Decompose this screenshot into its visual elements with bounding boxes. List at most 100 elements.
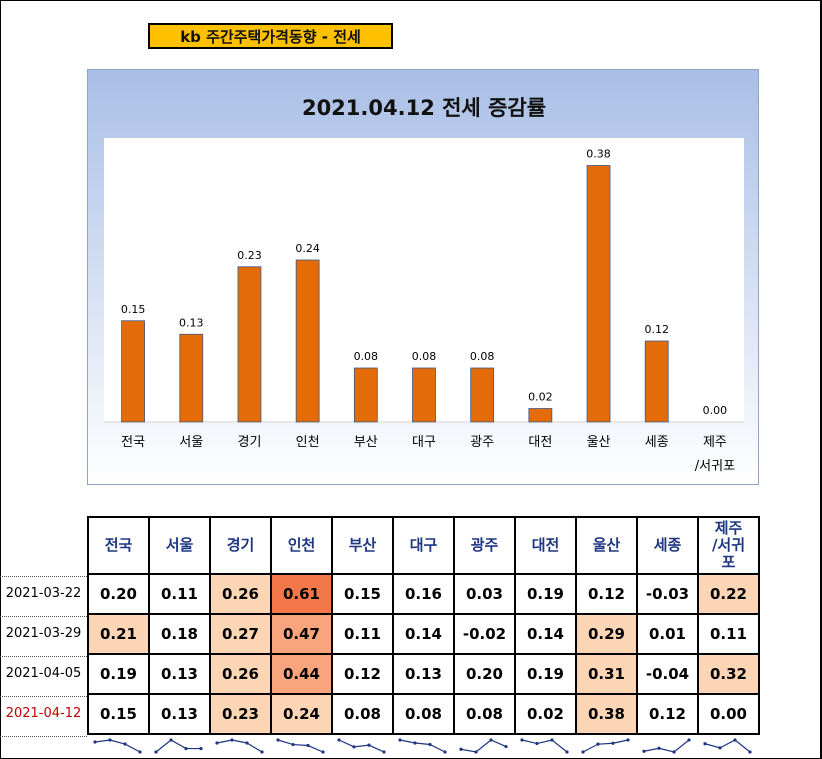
category-label-5: 대구 [412,435,436,450]
sparkline-point [657,746,661,750]
category-label-10: 제주 [703,435,727,450]
sparkline-point [703,742,707,746]
data-label-4: 0.08 [354,350,379,363]
table-cell: 0.16 [392,573,455,615]
table-cell: 0.19 [514,653,577,695]
sparkline-point [215,741,219,745]
sparkline-point [123,742,127,746]
category-label-3: 인천 [296,435,320,450]
bar-4 [353,367,378,423]
column-header-0: 전국 [87,516,150,575]
table-row: 0.21 0.18 0.27 0.47 0.11 0.14 -0.02 0.14 0.29 0.0… [87,613,760,655]
data-label-1: 0.13 [179,316,204,329]
category-label-8: 울산 [587,435,611,450]
table-cell: 0.08 [331,693,394,735]
bar-2 [237,266,262,423]
column-header-text: /서귀 [711,536,746,554]
sparkline-point [748,750,752,754]
table-cell: 0.27 [209,613,272,655]
column-header-text: 울산 [592,536,621,554]
report-title-badge: kb 주간주택가격동향 - 전세 [148,23,393,49]
table-cell: 0.26 [209,573,272,615]
table-cell: 0.29 [575,613,638,655]
table-cell: 0.32 [697,653,760,695]
sparkline-point [321,750,325,754]
sparkline-point [184,746,188,751]
sparkline-point [93,740,97,744]
table-cell: -0.03 [636,573,699,615]
sparkline-point [108,738,112,742]
column-header-text: 서울 [165,536,194,554]
table-cell: 0.11 [697,613,760,655]
sparkline-row [93,738,752,754]
sparkline-point [276,738,280,742]
column-header-1: 서울 [148,516,211,575]
sparkline-0 [94,739,141,753]
sparkline-2 [216,739,263,753]
table-cell: 0.44 [270,653,333,695]
weekly-change-table: 전국 서울 경기 인천 부산 대구 광주 대전 울산 세종 제주/서귀 포 0.20 0.11 0.26 0… [87,516,760,735]
sparkline-3 [277,739,324,753]
data-label-10: 0.00 [703,404,728,417]
bar-5 [412,367,436,423]
table-cell: 0.03 [453,573,516,615]
sparkline-point [489,738,493,742]
row-date-label: 2021-04-05 [5,665,82,681]
sparkline-point [382,750,386,754]
table-cell: 0.21 [87,613,150,655]
table-cell: 0.12 [331,653,394,695]
column-header-5: 대구 [392,516,455,575]
sparkline-point [733,738,737,742]
row-date-label: 2021-03-29 [5,625,82,641]
category-label-9: 세종 [645,435,669,450]
category-label-1: 서울 [179,435,203,450]
sparkline-point [367,743,371,747]
bar-0 [121,320,145,423]
bar-8 [586,165,611,423]
column-header-text: 세종 [653,536,682,554]
sparkline-point [245,741,249,745]
category-label-6: 광주 [470,435,494,450]
bar-chart: 0.15 전국 0.13 서울 0.23 경기 0.24 인천 0.08 부산 0.08 대구 0.08… [104,148,744,474]
row-divider [0,696,87,697]
bar-7 [528,408,553,423]
sparkline-point [337,738,341,742]
sparkline-8 [582,739,629,753]
sparkline-point [154,750,158,754]
table-cell: 0.22 [697,573,760,615]
category-label-4: 부산 [354,435,378,450]
sparkline-5 [399,739,446,753]
row-divider [0,736,87,737]
sparkline-point [291,742,295,747]
table-cell: 0.38 [575,693,638,735]
sparkline-point [550,738,554,742]
table-cell: 0.15 [87,693,150,735]
column-header-8: 울산 [575,516,638,575]
column-header-text: 전국 [104,536,133,554]
table-cell: 0.26 [209,653,272,695]
sparkline-6 [460,739,507,753]
table-cell: -0.02 [453,613,516,655]
category-label-2: 경기 [237,435,261,450]
data-label-2: 0.23 [237,249,261,262]
table-cell: 0.20 [87,573,150,615]
sparkline-point [138,750,142,754]
table-cell: 0.14 [514,613,577,655]
bar-3 [295,259,320,423]
column-header-text: 제주 [714,519,743,537]
sparkline-point [428,742,432,747]
row-divider [0,616,87,617]
data-label-8: 0.38 [586,148,611,161]
sparkline-4 [338,739,385,753]
sparkline-point [474,750,478,754]
sparkline-point [581,750,585,754]
table-cell: 0.08 [453,693,516,735]
sparkline-7 [521,739,568,753]
row-divider [0,576,87,577]
sparkline-point [352,745,356,749]
table-cell: 0.19 [87,653,150,695]
sparkline-10 [704,739,751,753]
column-header-text: 대구 [409,536,438,554]
table-cell: 0.20 [453,653,516,695]
sparkline-point [718,746,722,750]
